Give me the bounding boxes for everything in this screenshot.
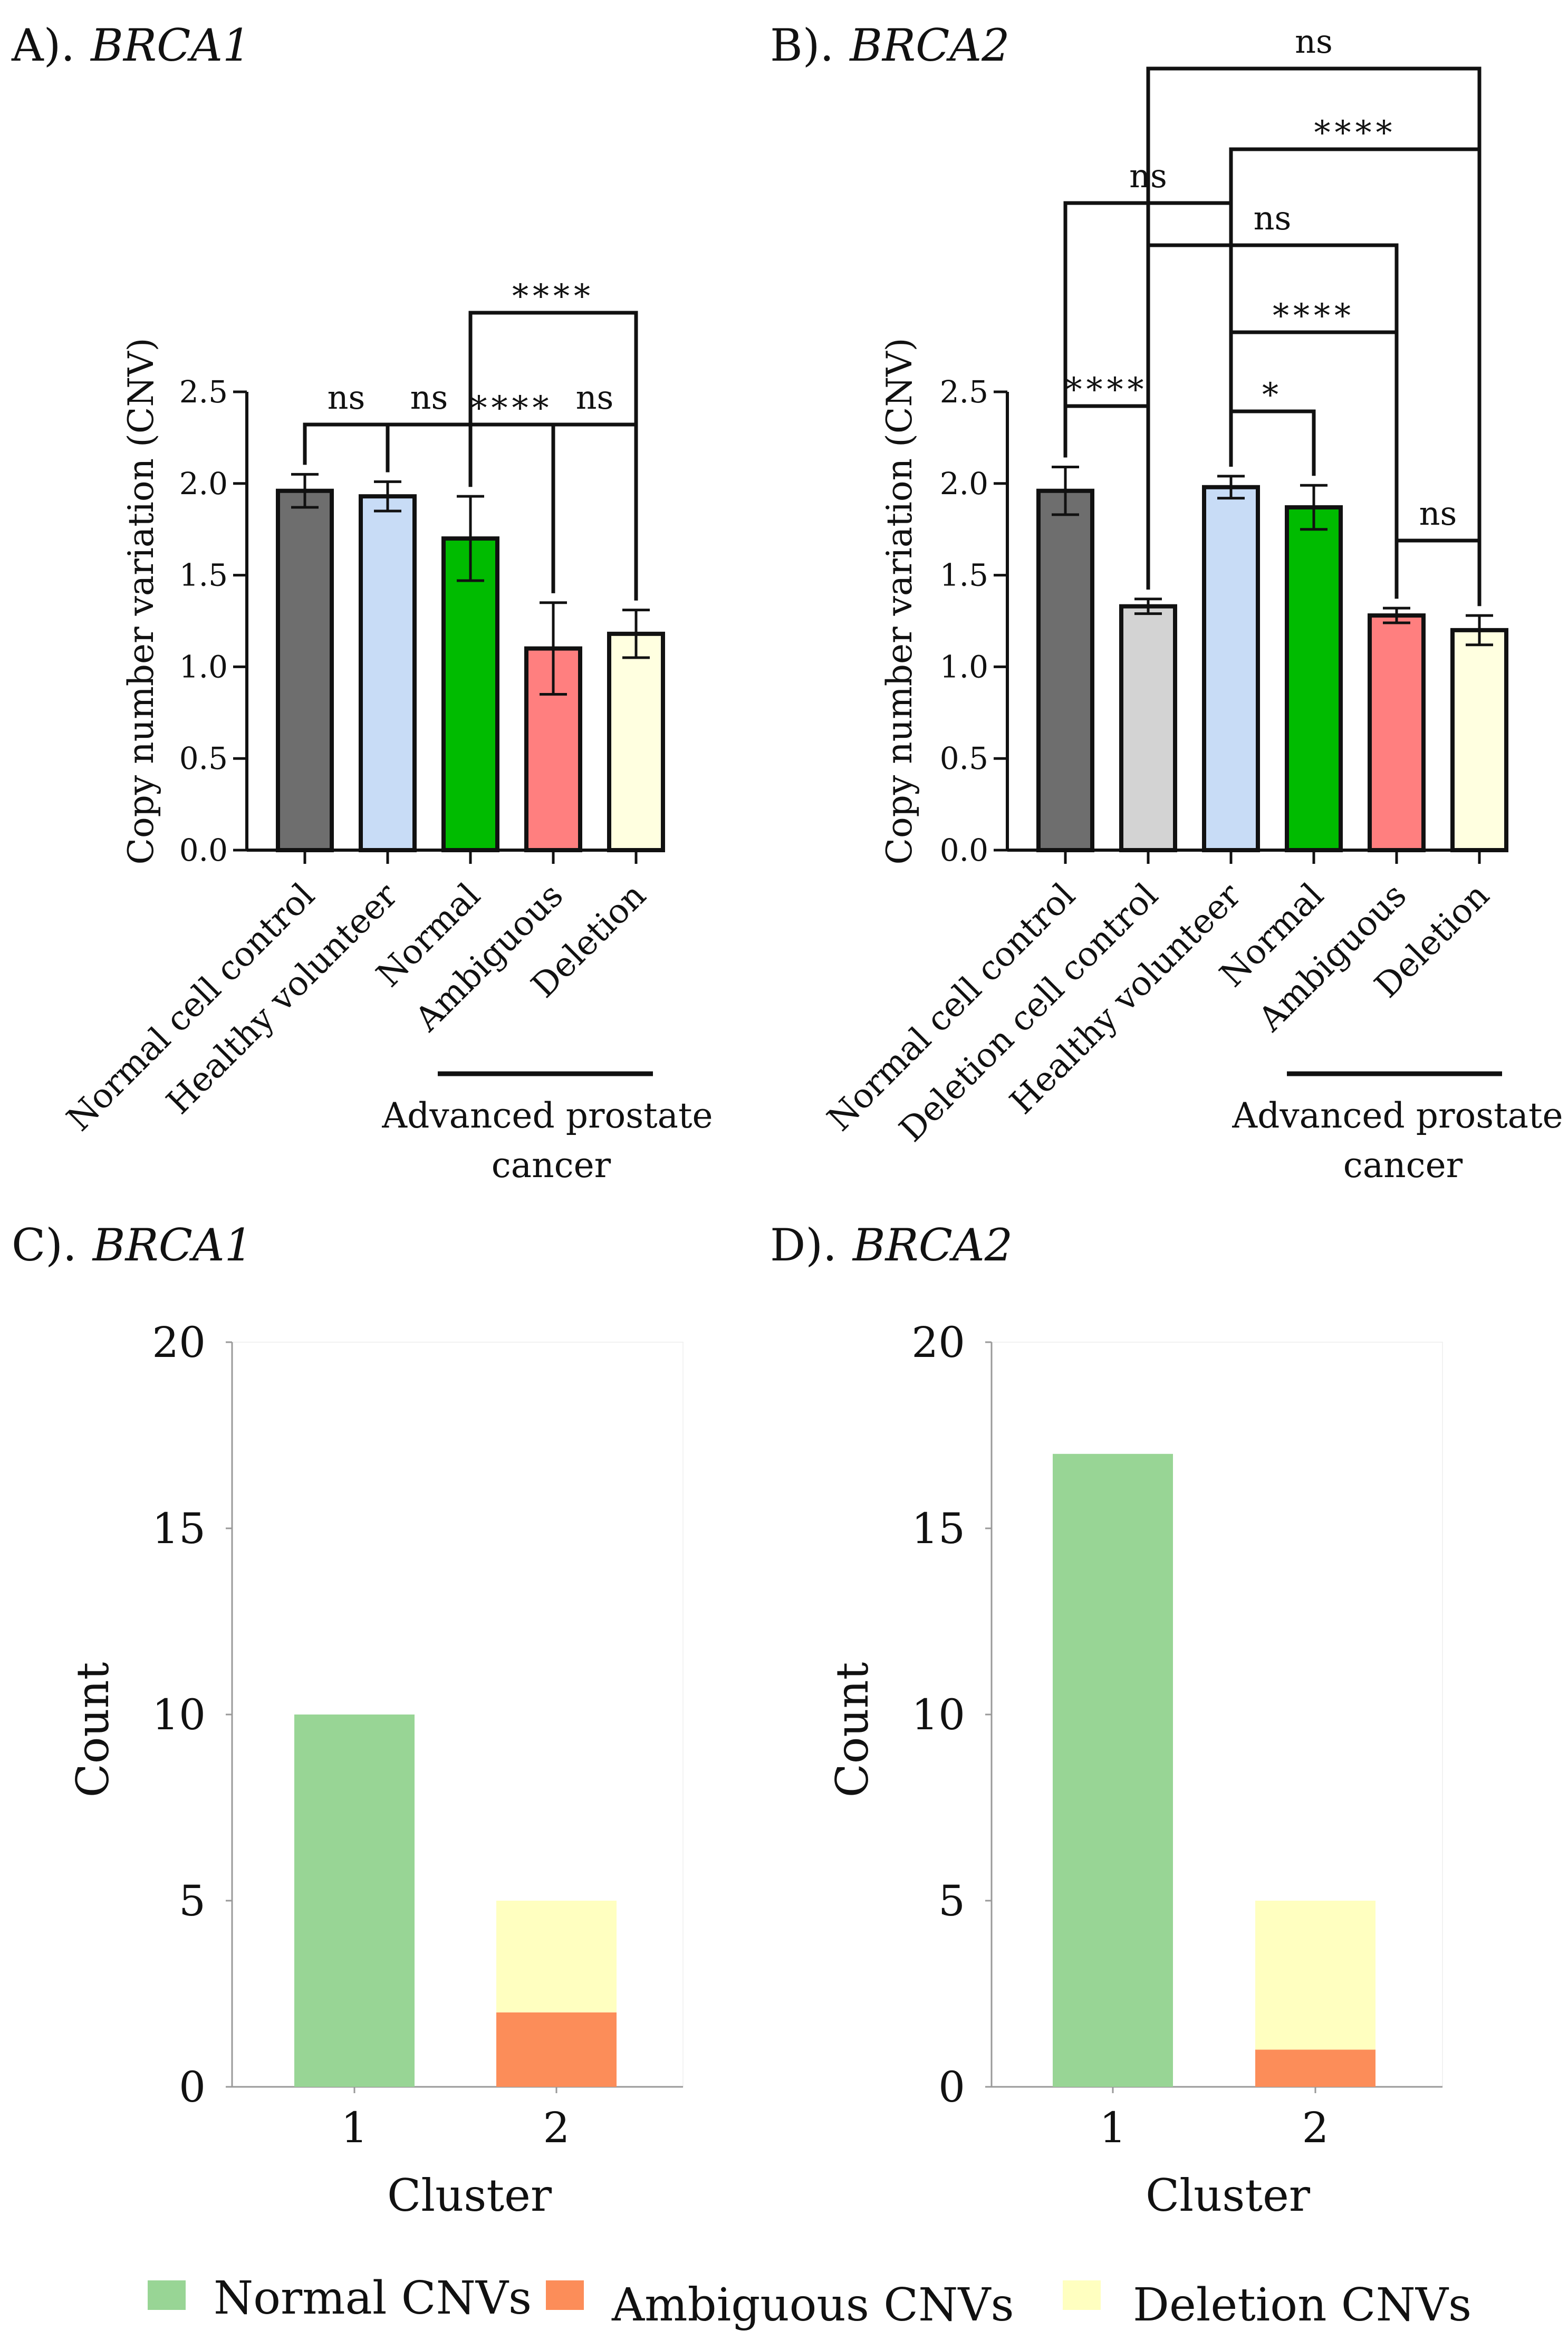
chart-a-ylabel: Copy number variation (CNV) bbox=[121, 338, 161, 864]
legend-swatch-deletion bbox=[1063, 2280, 1101, 2310]
chart-a-bracket-2-4 bbox=[468, 311, 638, 601]
chart-b-bracket-2-3 bbox=[1229, 409, 1316, 476]
chart-a-group-label-2: cancer bbox=[492, 1145, 611, 1186]
chart-d-ytick-label: 0 bbox=[938, 2063, 965, 2112]
chart-c-xtick-label-2: 2 bbox=[543, 2103, 570, 2152]
chart-a-bar-deletion bbox=[607, 631, 665, 853]
chart-a-ytick-label: 0.0 bbox=[179, 832, 228, 868]
panel-c-gene: BRCA1 bbox=[92, 1219, 253, 1271]
chart-d-xtick-label-1: 1 bbox=[1100, 2103, 1127, 2152]
chart-a-bracket-3-4 bbox=[551, 422, 638, 601]
chart-a-bar-normal-cell-control bbox=[276, 488, 334, 852]
legend-label-normal: Normal CNVs bbox=[214, 2272, 532, 2325]
chart-b-bar-normal bbox=[1285, 505, 1343, 852]
legend-label-deletion: Deletion CNVs bbox=[1133, 2279, 1471, 2332]
chart-b-sig-2-4: **** bbox=[1273, 296, 1355, 335]
chart-a-group-label-1: Advanced prostate bbox=[381, 1095, 713, 1136]
chart-b-ytick-label: 0.0 bbox=[940, 832, 988, 868]
chart-b-ytick-label: 1.5 bbox=[940, 557, 988, 593]
panel-a-gene: BRCA1 bbox=[90, 20, 251, 71]
legend-label-ambiguous: Ambiguous CNVs bbox=[611, 2279, 1014, 2332]
panel-a-label: A). BRCA1 bbox=[11, 20, 251, 71]
chart-b-bar-ambiguous bbox=[1368, 613, 1426, 853]
chart-b-bar-normal-cell-control bbox=[1036, 488, 1094, 852]
chart-c-bar-cluster-2-deletion-cnvs bbox=[496, 1901, 617, 2012]
chart-a-ytick-label: 2.0 bbox=[179, 466, 228, 502]
chart-a-ytick-label: 2.5 bbox=[179, 374, 228, 410]
chart-b-sig-2-5: **** bbox=[1314, 113, 1397, 152]
chart-d-ytick-label: 20 bbox=[911, 1318, 965, 1367]
chart-b-bar-healthy-volunteer bbox=[1202, 485, 1260, 852]
chart-a-sig-1-2: ns bbox=[410, 378, 448, 417]
chart-b-bracket-1-5 bbox=[1146, 66, 1482, 606]
chart-d-bar-cluster-2-deletion-cnvs bbox=[1255, 1901, 1375, 2050]
chart-a-ytick-label: 1.0 bbox=[179, 649, 228, 685]
chart-d-bar-cluster-2-ambiguous-cnvs bbox=[1255, 2049, 1375, 2087]
chart-b-sig-2-3: * bbox=[1262, 375, 1283, 414]
panel-d-prefix: D). bbox=[770, 1219, 837, 1271]
chart-a-bracket-1-2 bbox=[386, 422, 473, 487]
chart-d-ytick-label: 5 bbox=[938, 1876, 965, 1925]
chart-d-xlabel: Cluster bbox=[1146, 2170, 1311, 2221]
chart-b-ytick-label: 0.5 bbox=[940, 740, 988, 776]
chart-c-ytick-label: 15 bbox=[152, 1504, 206, 1553]
chart-c-ytick-label: 0 bbox=[179, 2063, 206, 2112]
chart-b-group-label-1: Advanced prostate bbox=[1232, 1095, 1563, 1136]
chart-a-ytick-label: 0.5 bbox=[179, 740, 228, 776]
chart-d: 0 5 10 15 20 1 2 bbox=[911, 1318, 1443, 2152]
panel-d-gene: BRCA2 bbox=[852, 1219, 1013, 1271]
chart-a-sig-3-4: ns bbox=[576, 378, 614, 417]
chart-b-ylabel: Copy number variation (CNV) bbox=[879, 338, 920, 864]
chart-c-xtick-label-1: 1 bbox=[341, 2103, 368, 2152]
panel-b-label: B). BRCA2 bbox=[770, 20, 1010, 71]
chart-c-xlabel: Cluster bbox=[387, 2170, 552, 2221]
chart-b-bracket-4-5 bbox=[1394, 538, 1482, 606]
panel-c-label: C). BRCA1 bbox=[12, 1219, 253, 1271]
legend: Normal CNVs Ambiguous CNVs Deletion CNVs bbox=[148, 2272, 1471, 2332]
chart-a-sig-2-4: **** bbox=[512, 277, 594, 315]
chart-a-bar-normal bbox=[441, 536, 499, 852]
chart-d-bar-cluster-1-normal-cnvs bbox=[1053, 1453, 1173, 2087]
chart-b-ytick-label: 1.0 bbox=[940, 649, 988, 685]
chart-b-sig-4-5: ns bbox=[1419, 494, 1457, 533]
chart-b-sig-1-4: ns bbox=[1254, 199, 1292, 237]
panel-d-label: D). BRCA2 bbox=[770, 1219, 1013, 1271]
chart-d-ytick-label: 10 bbox=[911, 1690, 965, 1739]
chart-b-sig-0-1: **** bbox=[1066, 370, 1148, 409]
chart-c: 0 5 10 15 20 1 2 bbox=[152, 1318, 684, 2152]
panel-c-prefix: C). bbox=[12, 1219, 77, 1271]
chart-b-ytick-label: 2.5 bbox=[940, 374, 988, 410]
chart-c-ylabel: Count bbox=[67, 1662, 119, 1797]
legend-swatch-ambiguous bbox=[546, 2280, 584, 2310]
chart-c-ytick-label: 20 bbox=[152, 1318, 206, 1367]
chart-a-sig-2-3: **** bbox=[471, 389, 553, 427]
chart-b-ytick-label: 2.0 bbox=[940, 466, 988, 502]
chart-d-xtick-label-2: 2 bbox=[1302, 2103, 1329, 2152]
chart-c-ytick-label: 10 bbox=[152, 1690, 206, 1739]
chart-b-bar-deletion-cell-control bbox=[1119, 604, 1177, 853]
chart-a-sig-0-1: ns bbox=[328, 378, 365, 417]
panel-a-prefix: A). bbox=[11, 20, 75, 71]
chart-b-group-label-2: cancer bbox=[1343, 1145, 1463, 1186]
chart-b-sig-1-5: ns bbox=[1295, 22, 1333, 61]
chart-c-ytick-label: 5 bbox=[179, 1876, 206, 1925]
chart-d-ylabel: Count bbox=[826, 1662, 878, 1797]
chart-c-bar-cluster-2-ambiguous-cnvs bbox=[496, 2012, 617, 2087]
panel-b-prefix: B). bbox=[770, 20, 834, 71]
chart-b-bar-deletion bbox=[1450, 628, 1508, 852]
chart-a-bracket-0-1 bbox=[303, 422, 390, 473]
chart-c-bar-cluster-1-normal-cnvs bbox=[294, 1715, 415, 2087]
chart-a-bar-healthy-volunteer bbox=[359, 494, 417, 852]
legend-swatch-normal bbox=[148, 2280, 186, 2310]
panel-b-gene: BRCA2 bbox=[849, 20, 1009, 71]
chart-d-ytick-label: 15 bbox=[911, 1504, 965, 1553]
chart-a-ytick-label: 1.5 bbox=[179, 557, 228, 593]
